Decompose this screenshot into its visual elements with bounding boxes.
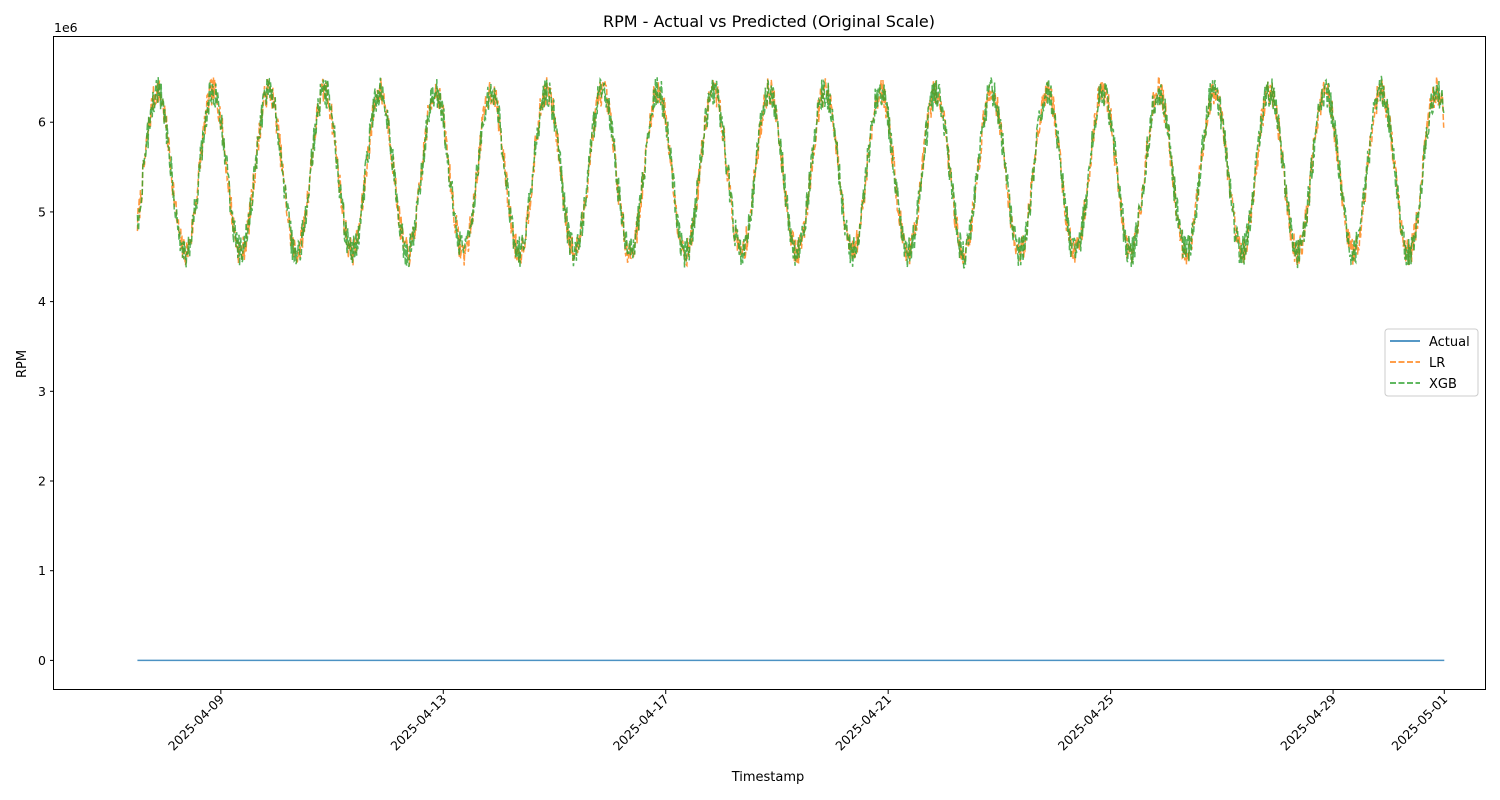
x-tick-label: 2025-04-29 (1277, 691, 1339, 753)
x-tick-label: 2025-04-09 (165, 691, 227, 753)
x-tick-label: 2025-04-25 (1055, 692, 1117, 754)
x-tick-label: 2025-04-17 (610, 692, 672, 754)
y-axis-title: RPM (15, 350, 30, 378)
x-tick-label: 2025-05-01 (1388, 692, 1450, 754)
y-tick-label: 4 (38, 294, 46, 309)
x-tick-label: 2025-04-21 (832, 692, 894, 754)
y-offset-label: 1e6 (54, 20, 78, 35)
y-tick-label: 0 (38, 653, 46, 668)
plot-frame (53, 36, 1486, 690)
y-tick-label: 3 (38, 384, 46, 399)
y-tick-label: 2 (38, 474, 46, 489)
series-layer (136, 75, 1446, 662)
legend-lr-label: LR (1429, 356, 1445, 371)
y-tick-label: 1 (38, 563, 46, 578)
y-tick-label: 6 (38, 115, 46, 130)
series-xgb-line (136, 75, 1446, 269)
legend: Actual LR XGB (1384, 328, 1479, 397)
y-axis: 0 1 2 3 4 5 6 (38, 115, 54, 668)
legend-actual-label: Actual (1429, 335, 1470, 350)
legend-frame (1384, 328, 1479, 397)
x-axis-title: Timestamp (731, 770, 805, 785)
chart-title: RPM - Actual vs Predicted (Original Scal… (603, 12, 935, 31)
y-tick-label: 5 (38, 204, 46, 219)
legend-xgb-label: XGB (1429, 377, 1457, 392)
x-axis: 2025-04-09 2025-04-13 2025-04-17 2025-04-21… (165, 690, 1450, 753)
x-tick-label: 2025-04-13 (387, 692, 449, 754)
